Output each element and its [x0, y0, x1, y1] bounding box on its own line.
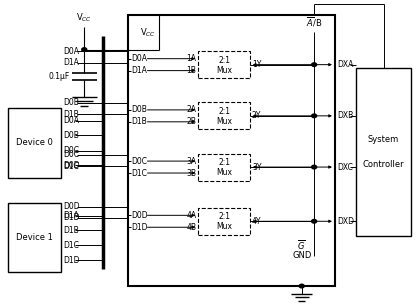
Text: 4Y: 4Y: [252, 217, 261, 226]
Text: 2Y: 2Y: [252, 111, 261, 120]
Text: D0A: D0A: [131, 54, 147, 63]
FancyBboxPatch shape: [198, 208, 250, 235]
Text: 4A: 4A: [186, 211, 196, 220]
Text: System: System: [368, 136, 399, 144]
FancyBboxPatch shape: [356, 68, 412, 236]
FancyBboxPatch shape: [198, 154, 250, 181]
Text: V$_{CC}$: V$_{CC}$: [76, 12, 92, 24]
Circle shape: [311, 114, 317, 118]
Text: Mux: Mux: [216, 222, 232, 231]
Text: 4B: 4B: [186, 223, 196, 232]
Text: Mux: Mux: [216, 168, 232, 177]
Text: DXB: DXB: [338, 111, 354, 120]
Text: GND: GND: [292, 251, 311, 261]
Text: D1B: D1B: [63, 226, 79, 235]
Text: D1A: D1A: [131, 66, 147, 75]
FancyBboxPatch shape: [8, 108, 61, 178]
Text: D1D: D1D: [131, 223, 148, 232]
Text: Device 0: Device 0: [16, 138, 53, 147]
Text: V$_{CC}$: V$_{CC}$: [140, 27, 156, 40]
Text: D1A: D1A: [63, 211, 79, 220]
Text: D0B: D0B: [63, 131, 79, 140]
Text: D1B: D1B: [131, 117, 147, 126]
Text: D0C: D0C: [63, 150, 79, 159]
Text: D1C: D1C: [131, 168, 147, 178]
Text: 3A: 3A: [186, 157, 196, 166]
Text: 2:1: 2:1: [218, 212, 230, 221]
Text: Mux: Mux: [216, 117, 232, 126]
Text: Controller: Controller: [363, 160, 404, 168]
Text: 1A: 1A: [186, 54, 196, 63]
Text: Device 1: Device 1: [16, 233, 53, 242]
Text: D0A: D0A: [63, 116, 79, 125]
Text: $\overline{A}$/B: $\overline{A}$/B: [306, 16, 322, 29]
Text: D0B: D0B: [63, 98, 79, 107]
Text: D1B: D1B: [63, 110, 79, 119]
Text: D0C: D0C: [131, 157, 147, 166]
Text: 2:1: 2:1: [218, 158, 230, 167]
FancyBboxPatch shape: [8, 203, 61, 272]
Text: 1B: 1B: [187, 66, 196, 75]
Text: 2:1: 2:1: [218, 56, 230, 64]
Circle shape: [82, 48, 87, 51]
Text: 2A: 2A: [186, 105, 196, 114]
Text: D0B: D0B: [131, 105, 147, 114]
Text: DXC: DXC: [338, 163, 354, 171]
FancyBboxPatch shape: [198, 102, 250, 130]
Text: DXD: DXD: [338, 217, 355, 226]
Text: 2:1: 2:1: [218, 107, 230, 116]
Text: D1A: D1A: [63, 58, 79, 67]
Text: D0D: D0D: [63, 202, 80, 211]
Text: Mux: Mux: [216, 66, 232, 74]
Text: 3B: 3B: [186, 168, 196, 178]
Circle shape: [299, 284, 304, 288]
Text: 0.1μF: 0.1μF: [48, 72, 70, 81]
Text: D0D: D0D: [63, 161, 80, 170]
Text: 1Y: 1Y: [252, 60, 261, 69]
Text: D0A: D0A: [63, 47, 79, 56]
Text: DXA: DXA: [338, 60, 354, 69]
Text: D0C: D0C: [63, 146, 79, 155]
Text: $\overline{G}$: $\overline{G}$: [297, 238, 306, 252]
Circle shape: [311, 63, 317, 67]
Text: D1C: D1C: [63, 162, 79, 171]
Circle shape: [311, 219, 317, 223]
Text: 2B: 2B: [187, 117, 196, 126]
Text: D1D: D1D: [63, 213, 80, 223]
Text: 3Y: 3Y: [252, 163, 261, 171]
FancyBboxPatch shape: [198, 51, 250, 78]
Text: D0D: D0D: [131, 211, 148, 220]
Text: D1D: D1D: [63, 256, 80, 264]
Text: D1C: D1C: [63, 241, 79, 250]
Circle shape: [311, 165, 317, 169]
FancyBboxPatch shape: [128, 15, 335, 286]
